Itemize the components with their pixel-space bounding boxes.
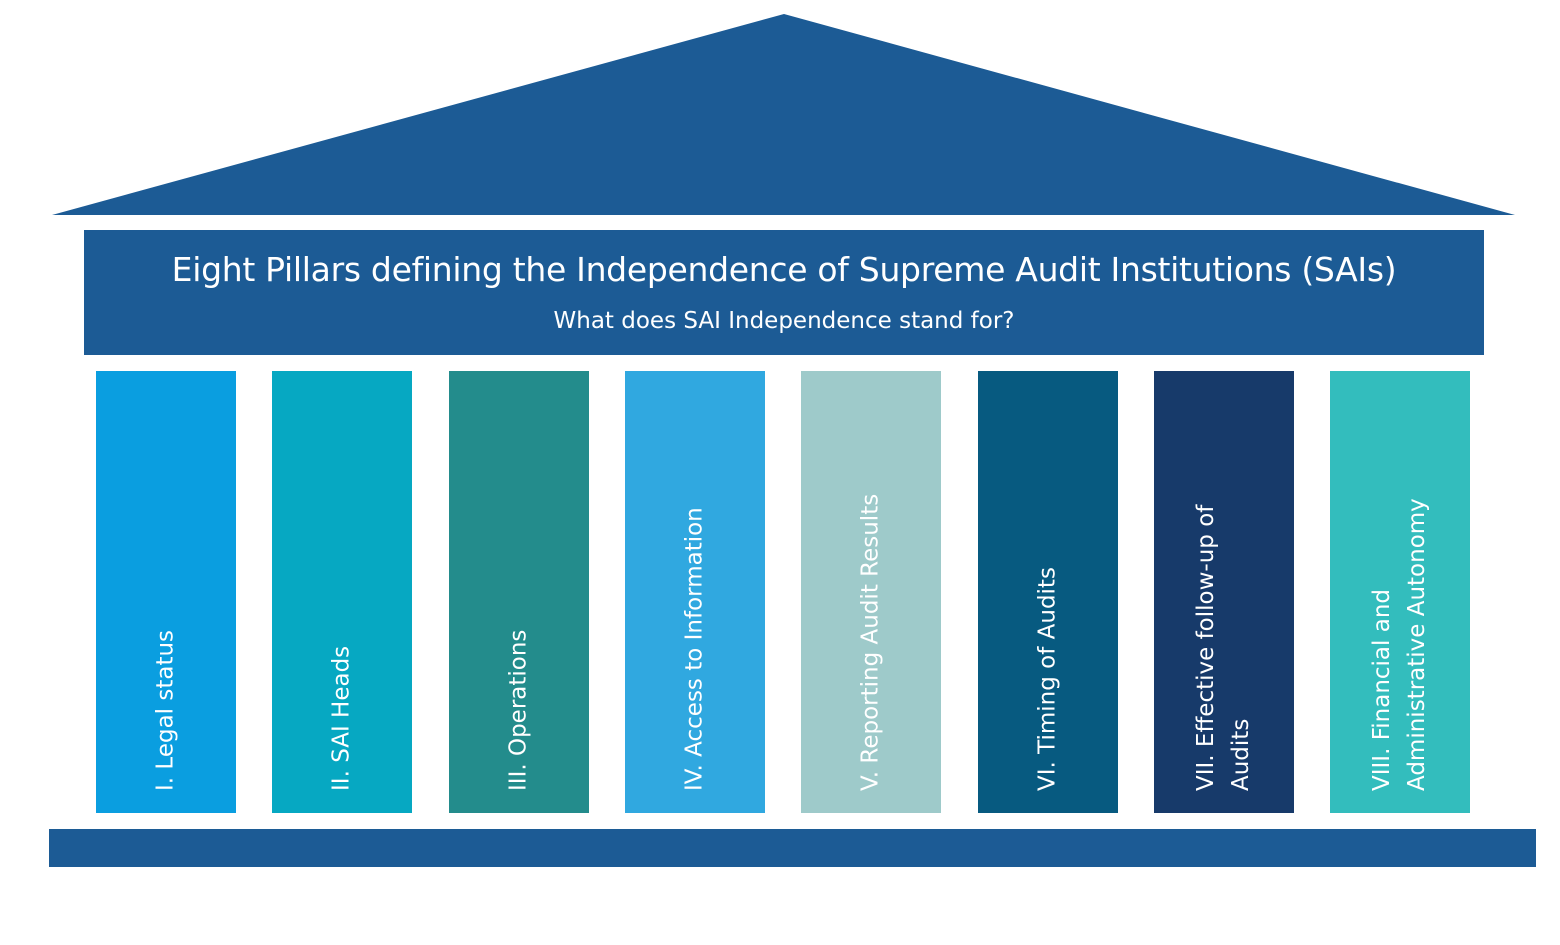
temple-base — [49, 829, 1536, 867]
pillar-label: II. SAI Heads — [328, 645, 355, 791]
pillar-6: VI. Timing of Audits — [978, 371, 1118, 813]
pillar-4: IV. Access to Information — [625, 371, 765, 813]
pillar-1: I. Legal status — [96, 371, 236, 813]
pillar-7: VII. Effective follow-up of Audits — [1154, 371, 1294, 813]
pillar-5: V. Reporting Audit Results — [801, 371, 941, 813]
pillar-label: I. Legal status — [152, 629, 179, 791]
pillar-label: VI. Timing of Audits — [1034, 567, 1061, 791]
pillar-label: VIII. Financial and Administrative Auton… — [1369, 498, 1430, 791]
pillar-label: IV. Access to Information — [681, 507, 708, 791]
pillar-label: VII. Effective follow-up of Audits — [1193, 504, 1254, 791]
pillar-label: V. Reporting Audit Results — [857, 493, 884, 791]
diagram-title: Eight Pillars defining the Independence … — [171, 250, 1397, 289]
pillar-label: III. Operations — [505, 629, 532, 791]
pillar-8: VIII. Financial and Administrative Auton… — [1330, 371, 1470, 813]
header-beam: Eight Pillars defining the Independence … — [84, 230, 1484, 355]
roof-pediment — [52, 14, 1515, 215]
pillar-2: II. SAI Heads — [272, 371, 412, 813]
temple-roof — [52, 14, 1515, 215]
pillar-3: III. Operations — [449, 371, 589, 813]
diagram-subtitle: What does SAI Independence stand for? — [553, 308, 1015, 334]
